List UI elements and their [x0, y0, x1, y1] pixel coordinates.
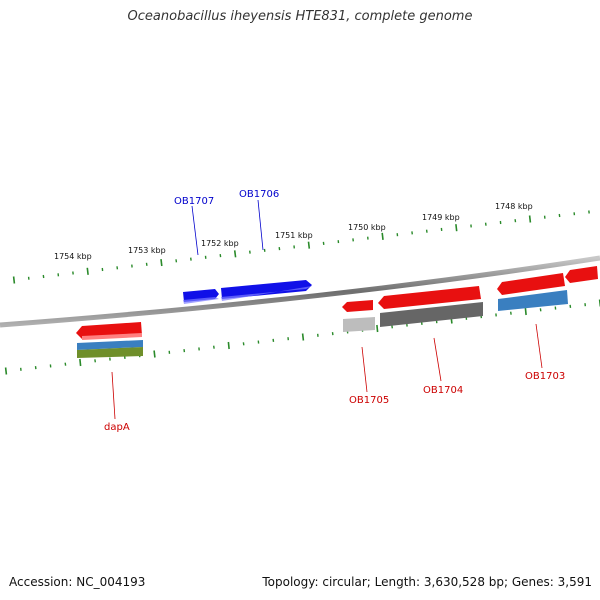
major-tick	[4, 367, 8, 375]
feature-ob1703-blue	[498, 290, 568, 311]
label-leaders	[111, 199, 543, 420]
tick-label: 1752 kbp	[201, 239, 239, 248]
gene-ob1707-shadow	[183, 297, 219, 304]
major-tick	[79, 358, 82, 367]
accession-label: Accession: NC_004193	[9, 575, 146, 589]
gene-label-dapa: dapA	[104, 422, 130, 433]
genome-backbone	[0, 255, 600, 328]
major-tick	[307, 241, 311, 249]
tick-label: 1750 kbp	[348, 223, 386, 232]
major-tick	[381, 232, 384, 240]
gene-ob1706-shadow	[221, 286, 312, 301]
major-tick	[301, 333, 305, 341]
outer-tick-ring	[12, 210, 590, 284]
major-tick	[153, 350, 156, 358]
major-tick	[524, 307, 527, 316]
major-tick	[528, 215, 532, 223]
major-tick	[233, 250, 237, 258]
gene-partial-right[interactable]	[565, 266, 598, 283]
major-tick	[160, 259, 163, 267]
major-tick	[455, 224, 458, 232]
gene-dapa-shadow	[82, 333, 142, 340]
gene-ob1703[interactable]	[497, 273, 565, 295]
gene-ob1705[interactable]	[342, 300, 373, 312]
major-tick	[227, 341, 230, 350]
feature-ob1704-gray	[380, 302, 483, 327]
tick-label: 1753 kbp	[128, 246, 166, 255]
leader-ob1706	[257, 199, 264, 251]
genome-summary: Topology: circular; Length: 3,630,528 bp…	[262, 575, 592, 589]
forward-strand-features	[183, 280, 312, 304]
tick-label: 1751 kbp	[275, 231, 313, 240]
gene-label-ob1703: OB1703	[525, 371, 565, 382]
genome-title: Oceanobacillus iheyensis HTE831, complet…	[127, 9, 473, 24]
gene-label-ob1704: OB1704	[423, 385, 463, 396]
major-tick	[86, 267, 89, 275]
major-tick	[376, 324, 379, 333]
gene-ob1704[interactable]	[378, 286, 481, 309]
reverse-strand-features	[76, 266, 598, 358]
leader-dapa	[111, 371, 116, 420]
tick-label: 1748 kbp	[495, 202, 533, 211]
major-tick	[12, 276, 16, 284]
leader-ob1704	[433, 337, 442, 382]
feature-dapa-blue	[77, 340, 143, 350]
gene-label-ob1705: OB1705	[349, 395, 389, 406]
gene-ob1706[interactable]	[221, 280, 312, 299]
leader-ob1705	[361, 346, 368, 393]
leader-ob1703	[535, 323, 543, 369]
tick-labels: 1754 kbp 1753 kbp 1752 kbp 1751 kbp 1750…	[54, 202, 533, 261]
feature-dapa-olive	[77, 347, 143, 358]
feature-ob1705-gray	[343, 317, 375, 332]
gene-labels: OB1707 OB1706 dapA OB1705 OB1704 OB1703	[104, 189, 565, 433]
gene-label-ob1706: OB1706	[239, 189, 279, 200]
gene-label-ob1707: OB1707	[174, 196, 214, 207]
tick-label: 1754 kbp	[54, 252, 92, 261]
leader-ob1707	[191, 205, 199, 256]
tick-label: 1749 kbp	[422, 213, 460, 222]
